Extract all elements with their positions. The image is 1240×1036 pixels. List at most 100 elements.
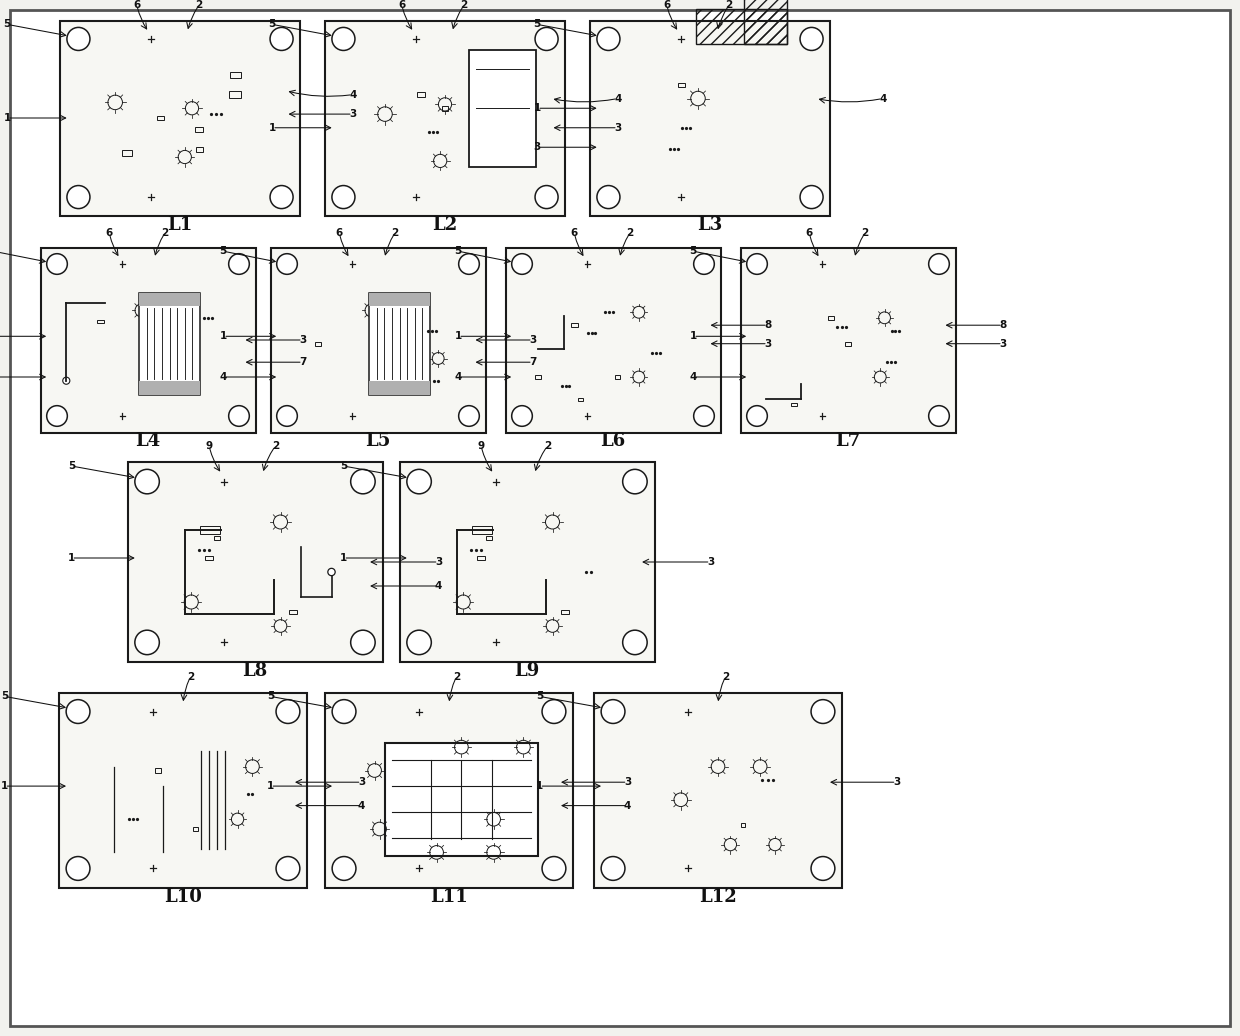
Circle shape [459,254,480,275]
Circle shape [534,185,558,208]
Text: L4: L4 [135,432,161,451]
Text: 4: 4 [350,89,356,99]
Circle shape [277,406,298,426]
Text: 1: 1 [4,113,11,123]
Text: 3: 3 [529,335,537,345]
Circle shape [622,630,647,655]
Bar [193,827,197,831]
Text: 1: 1 [219,332,227,341]
Text: L10: L10 [164,888,202,905]
Text: L2: L2 [433,215,458,233]
Text: L9: L9 [515,662,539,680]
Text: 5: 5 [536,691,543,701]
Bar [696,8,787,44]
Bar [562,610,569,614]
Circle shape [800,185,823,208]
Bar [594,692,842,888]
Text: 6: 6 [663,0,671,10]
Circle shape [67,185,91,208]
Text: 2: 2 [544,441,551,451]
Text: 3: 3 [350,109,356,119]
Bar [289,610,298,614]
Text: 9: 9 [477,441,485,451]
Text: 4: 4 [455,372,461,382]
Text: L6: L6 [600,432,626,451]
Circle shape [135,630,159,655]
Bar [590,21,830,215]
Bar [578,398,583,401]
Circle shape [596,185,620,208]
Text: 5: 5 [219,247,227,256]
Circle shape [693,406,714,426]
Text: 2: 2 [725,0,733,10]
Text: 3: 3 [764,339,771,349]
Bar [229,73,241,78]
Circle shape [66,699,91,723]
Bar [441,106,449,111]
Text: 7: 7 [299,357,306,367]
Text: 1: 1 [689,332,697,341]
Circle shape [601,699,625,723]
Text: 5: 5 [455,247,461,256]
Circle shape [277,254,298,275]
Bar [325,692,573,888]
Text: 6: 6 [133,0,140,10]
Text: 2: 2 [196,0,203,10]
Text: 3: 3 [358,777,366,787]
Circle shape [407,469,432,494]
Bar [60,692,308,888]
Text: 9: 9 [206,441,213,451]
Circle shape [228,254,249,275]
Text: 2: 2 [392,228,399,237]
Bar [370,381,429,395]
Text: 3: 3 [999,339,1007,349]
Bar [472,526,492,535]
Circle shape [351,630,376,655]
Text: 4: 4 [689,372,697,382]
Text: 2: 2 [161,228,169,237]
Text: 5: 5 [267,691,274,701]
Bar [128,462,382,662]
Bar [139,381,200,395]
Bar [195,127,203,132]
Circle shape [332,27,355,51]
Bar [139,293,200,306]
Circle shape [811,699,835,723]
Text: L12: L12 [699,888,737,905]
Circle shape [746,254,768,275]
Circle shape [459,406,480,426]
Text: 2: 2 [460,0,467,10]
Circle shape [270,185,293,208]
Text: 2: 2 [862,228,869,237]
Text: L5: L5 [366,432,391,451]
Bar [740,248,956,432]
Text: L11: L11 [430,888,467,905]
Bar [139,293,200,395]
Bar [572,323,578,327]
Bar [370,293,429,306]
Bar [791,403,797,406]
Bar [98,320,104,323]
Text: 6: 6 [336,228,343,237]
Text: 3: 3 [624,777,631,787]
Text: 4: 4 [358,801,366,810]
Circle shape [327,569,335,576]
Bar [325,21,565,215]
Circle shape [66,857,91,881]
Text: 4: 4 [879,93,887,104]
Text: 3: 3 [435,557,443,567]
Bar [122,150,133,156]
Bar [315,342,321,346]
Bar [740,823,745,828]
Bar [157,116,165,120]
Text: 8: 8 [999,320,1007,330]
Circle shape [693,254,714,275]
Text: 2: 2 [722,672,729,682]
Text: 5: 5 [269,20,275,29]
Text: L1: L1 [167,215,192,233]
Text: 2: 2 [453,672,460,682]
Bar [384,743,538,857]
Bar [615,375,620,379]
Text: 3: 3 [299,335,306,345]
Circle shape [332,857,356,881]
